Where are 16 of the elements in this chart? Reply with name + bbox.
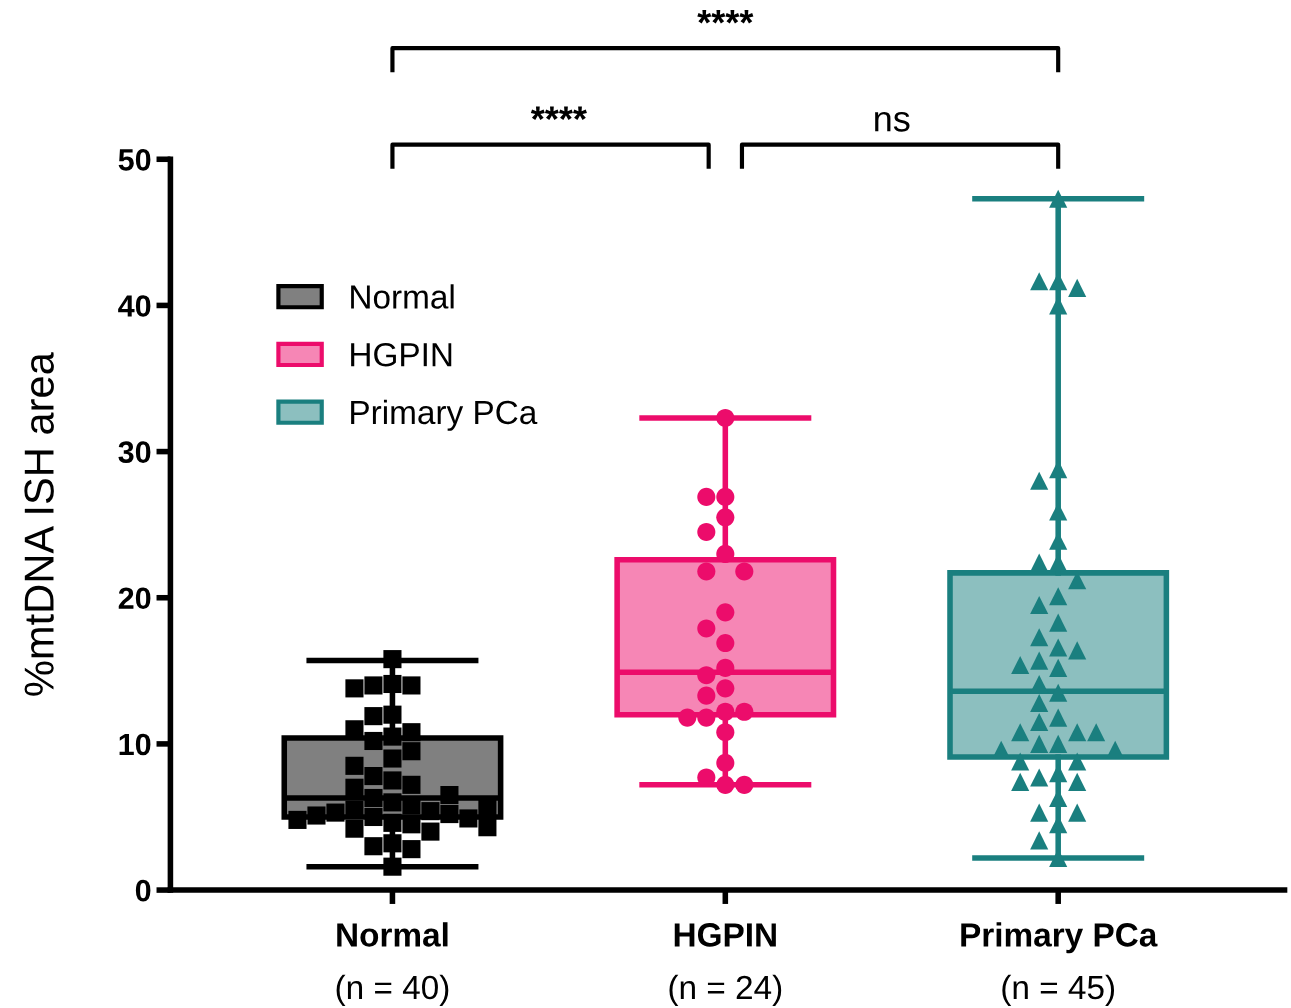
x-tick-label: Primary PCa (n = 45): [961, 922, 1158, 1006]
y-tick-label: 40: [118, 295, 151, 317]
y-tick-label: 0: [135, 879, 151, 902]
text: ****: [697, 10, 754, 24]
y-tick-label: 50: [118, 149, 151, 171]
text: ****: [530, 106, 587, 120]
x-tick-label: HGPIN (n = 24): [669, 923, 782, 1006]
y-axis-title: %mtDNA ISH area: [24, 352, 54, 696]
x-tick-label: Normal (n = 40): [336, 922, 449, 1006]
y-tick-label: 10: [119, 733, 151, 756]
legend-label: Primary PCa: [351, 399, 538, 431]
y-tick-label: 20: [118, 587, 151, 610]
text: ns: [875, 111, 910, 132]
legend-label: Normal: [351, 284, 454, 309]
y-tick-label: 30: [118, 441, 151, 463]
legend-label: HGPIN: [351, 342, 452, 367]
